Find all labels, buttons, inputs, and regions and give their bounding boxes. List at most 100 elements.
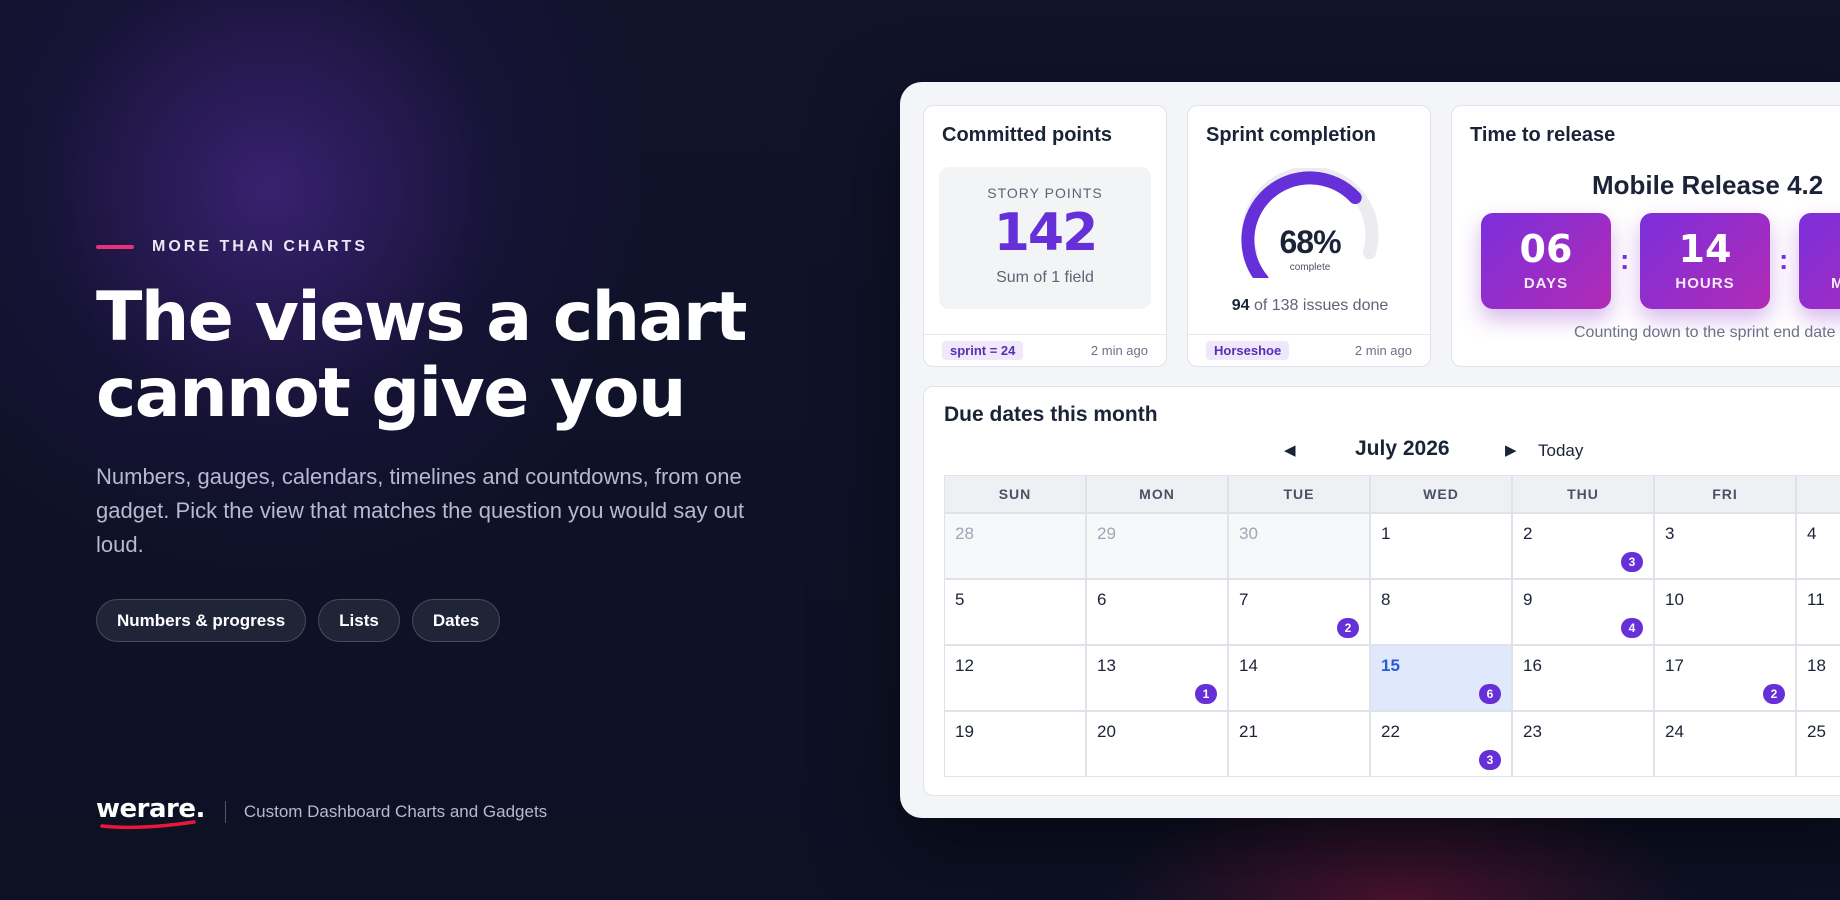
calendar-nav: ◀ July 2026 ▶ Today [924,437,1840,467]
calendar-day[interactable]: 28 [944,513,1086,579]
countdown-hours-label: HOURS [1675,275,1735,292]
current-month: July 2026 [1355,437,1450,460]
view-chips: Numbers & progress Lists Dates [96,599,501,642]
due-count-badge[interactable]: 4 [1621,618,1643,638]
day-number: 25 [1807,722,1826,741]
dashboard-preview: Committed points STORY POINTS 142 Sum of… [900,82,1840,818]
calendar-day[interactable]: 22 3 [1370,711,1512,777]
updated-time: 2 min ago [1354,343,1412,358]
calendar-day[interactable]: 15 6 [1370,645,1512,711]
calendar-day[interactable]: 10 [1654,579,1796,645]
calendar-day[interactable]: 21 [1228,711,1370,777]
prev-month-icon[interactable]: ◀ [1284,442,1296,459]
weekday-sun: SUN [944,475,1086,513]
card-title: Committed points [942,124,1112,146]
eyebrow-accent-line [96,245,134,249]
due-count-badge[interactable]: 1 [1195,684,1217,704]
day-number: 30 [1239,524,1258,543]
hero-subtitle: Numbers, gauges, calendars, timelines an… [96,464,745,557]
weekday-header: SUN MON TUE WED THU FRI [944,475,1840,513]
eyebrow: MORE THAN CHARTS [96,238,368,256]
card-title: Sprint completion [1206,124,1376,146]
calendar-day[interactable]: 25 [1796,711,1840,777]
countdown-hours-value: 14 [1678,227,1732,271]
day-number: 11 [1807,590,1825,609]
due-dates-calendar-card: Due dates this month ◀ July 2026 ▶ Today… [923,386,1840,796]
due-count-badge[interactable]: 6 [1479,684,1501,704]
day-number: 24 [1665,722,1684,741]
card-title: Time to release [1470,124,1616,146]
day-number: 29 [1097,524,1116,543]
next-month-icon[interactable]: ▶ [1505,442,1517,459]
weekday-fri: FRI [1654,475,1796,513]
calendar-day[interactable]: 8 [1370,579,1512,645]
calendar-day[interactable]: 12 [944,645,1086,711]
calendar-day[interactable]: 30 [1228,513,1370,579]
countdown-days: 06 DAYS [1481,213,1611,309]
calendar-day[interactable]: 24 [1654,711,1796,777]
weekday-thu: THU [1512,475,1654,513]
due-count-badge[interactable]: 2 [1337,618,1359,638]
calendar-day[interactable]: 6 [1086,579,1228,645]
calendar-grid: SUN MON TUE WED THU FRI 28 29 30 1 2 3 3 4 5 6 7 2 8 9 4 10 1… [944,475,1840,777]
card-footer: sprint = 24 2 min ago [924,334,1166,366]
day-number: 10 [1665,590,1684,609]
calendar-day[interactable]: 3 [1654,513,1796,579]
brand-footer: werare. Custom Dashboard Charts and Gadg… [96,794,547,830]
due-count-badge[interactable]: 3 [1479,750,1501,770]
day-number: 9 [1523,590,1533,609]
headline-line-1: The views a chart [96,278,748,357]
brand-logo[interactable]: werare. [96,794,205,830]
calendar-day[interactable]: 18 [1796,645,1840,711]
gauge-sub-label: complete [1289,262,1331,273]
calendar-day[interactable]: 19 [944,711,1086,777]
calendar-day[interactable]: 4 [1796,513,1840,579]
countdown-minutes-value [1799,227,1840,271]
calendar-day[interactable]: 13 1 [1086,645,1228,711]
calendar-day[interactable]: 5 [944,579,1086,645]
story-points-label: STORY POINTS [987,185,1103,201]
release-note: Counting down to the sprint end date [1574,324,1836,341]
calendar-week: 5 6 7 2 8 9 4 10 11 [944,579,1840,645]
calendar-day[interactable]: 14 [1228,645,1370,711]
issues-done-text: of 138 issues done [1253,297,1389,314]
filter-tag[interactable]: Horseshoe [1206,341,1290,360]
gauge-percent: 68% [1279,224,1341,260]
brand-logo-text: werare. [96,794,205,824]
calendar-day[interactable]: 11 [1796,579,1840,645]
chip-lists[interactable]: Lists [318,599,400,642]
updated-time: 2 min ago [1090,343,1148,358]
chip-dates[interactable]: Dates [411,599,501,642]
calendar-week: 19 20 21 22 3 23 24 25 [944,711,1840,777]
day-number: 17 [1665,656,1684,675]
chip-numbers-progress[interactable]: Numbers & progress [96,599,307,642]
day-number: 1 [1381,524,1391,543]
filter-tag[interactable]: sprint = 24 [942,341,1024,360]
day-number: 16 [1523,656,1542,675]
page-headline: The views a chart cannot give you [96,280,776,432]
day-number: 13 [1097,656,1116,675]
calendar-day[interactable]: 23 [1512,711,1654,777]
calendar-day[interactable]: 29 [1086,513,1228,579]
calendar-day[interactable]: 16 [1512,645,1654,711]
countdown-minutes-label: M [1799,275,1840,292]
story-points-box: STORY POINTS 142 Sum of 1 field [939,167,1151,309]
calendar-day[interactable]: 17 2 [1654,645,1796,711]
today-button[interactable]: Today [1538,441,1584,460]
issues-done: 94 of 138 issues done [1188,297,1430,315]
day-number: 12 [955,656,974,675]
due-count-badge[interactable]: 2 [1763,684,1785,704]
due-count-badge[interactable]: 3 [1621,552,1643,572]
time-to-release-card: Time to release Mobile Release 4.2 06 DA… [1451,105,1840,367]
calendar-day[interactable]: 1 [1370,513,1512,579]
brand-tagline: Custom Dashboard Charts and Gadgets [243,802,548,821]
calendar-day[interactable]: 20 [1086,711,1228,777]
card-footer: Horseshoe 2 min ago [1188,334,1430,366]
committed-points-card: Committed points STORY POINTS 142 Sum of… [923,105,1167,367]
day-number: 7 [1239,590,1249,609]
day-number: 28 [955,524,974,543]
weekday-wed: WED [1370,475,1512,513]
